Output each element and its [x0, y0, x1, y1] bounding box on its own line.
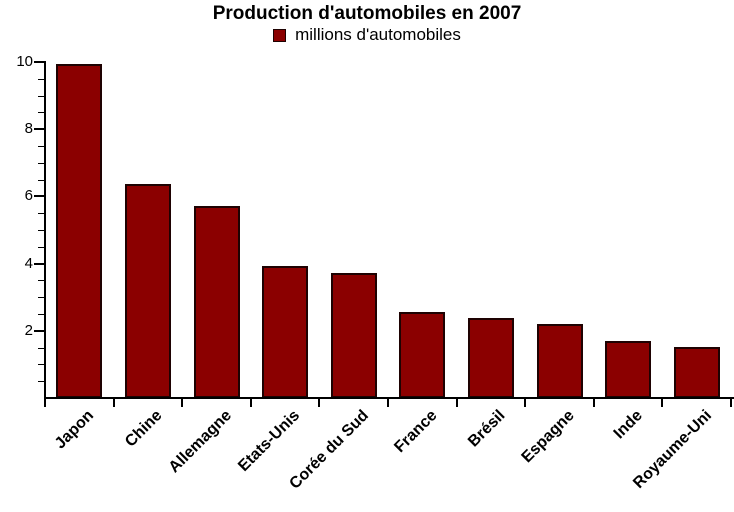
x-axis-tick: [730, 399, 732, 407]
x-axis-tick: [113, 399, 115, 407]
x-axis-line: [44, 397, 734, 399]
bar-espagne: [537, 324, 583, 398]
y-minor-tick: [38, 213, 44, 214]
y-minor-tick: [38, 163, 44, 164]
bar-japon: [56, 64, 102, 398]
x-axis-tick: [181, 399, 183, 407]
x-label-france: France: [391, 407, 441, 457]
x-axis-tick: [524, 399, 526, 407]
y-major-tick: [34, 195, 44, 197]
chart-title: Production d'automobiles en 2007: [212, 3, 522, 24]
y-axis-line: [44, 61, 46, 399]
legend-label: millions d'automobiles: [295, 25, 461, 44]
y-minor-tick: [38, 112, 44, 113]
y-minor-tick: [38, 146, 44, 147]
y-tick-label: 10: [16, 53, 33, 70]
y-minor-tick: [38, 96, 44, 97]
bar-royaume-uni: [674, 347, 720, 398]
y-minor-tick: [38, 180, 44, 181]
x-label-allemagne: Allemagne: [165, 407, 235, 477]
x-label-bresil: Brésil: [465, 407, 509, 451]
x-label-chine: Chine: [122, 407, 166, 451]
y-minor-tick: [38, 280, 44, 281]
y-minor-tick: [38, 381, 44, 382]
x-label-inde: Inde: [610, 407, 647, 443]
x-axis-tick: [44, 399, 46, 407]
y-tick-label: 4: [24, 255, 33, 272]
x-axis-tick: [456, 399, 458, 407]
bar-allemagne: [194, 206, 240, 398]
y-minor-tick: [38, 230, 44, 231]
y-minor-tick: [38, 297, 44, 298]
x-axis-tick: [387, 399, 389, 407]
y-minor-tick: [38, 247, 44, 248]
x-label-espagne: Espagne: [518, 407, 578, 467]
y-minor-tick: [38, 364, 44, 365]
x-axis-tick: [661, 399, 663, 407]
bar-inde: [605, 341, 651, 398]
bar-france: [399, 312, 445, 398]
y-tick-label: 8: [24, 120, 33, 137]
bar-bresil: [468, 318, 514, 398]
y-minor-tick: [38, 79, 44, 80]
x-axis-tick: [318, 399, 320, 407]
bar-coree-du-sud: [331, 273, 377, 398]
x-axis-tick: [593, 399, 595, 407]
y-major-tick: [34, 330, 44, 332]
x-label-japon: Japon: [51, 407, 98, 453]
legend: millions d'automobiles: [0, 25, 734, 45]
legend-color-swatch-icon: [273, 28, 287, 42]
y-minor-tick: [38, 314, 44, 315]
y-tick-label: 2: [24, 322, 33, 339]
bar-etats-unis: [262, 266, 308, 398]
y-major-tick: [34, 128, 44, 130]
bar-chine: [125, 184, 171, 398]
x-axis-tick: [250, 399, 252, 407]
y-tick-label: 6: [24, 187, 33, 204]
y-major-tick: [34, 263, 44, 265]
x-label-etats-unis: Etats-Unis: [235, 407, 304, 475]
y-major-tick: [34, 61, 44, 63]
y-minor-tick: [38, 348, 44, 349]
